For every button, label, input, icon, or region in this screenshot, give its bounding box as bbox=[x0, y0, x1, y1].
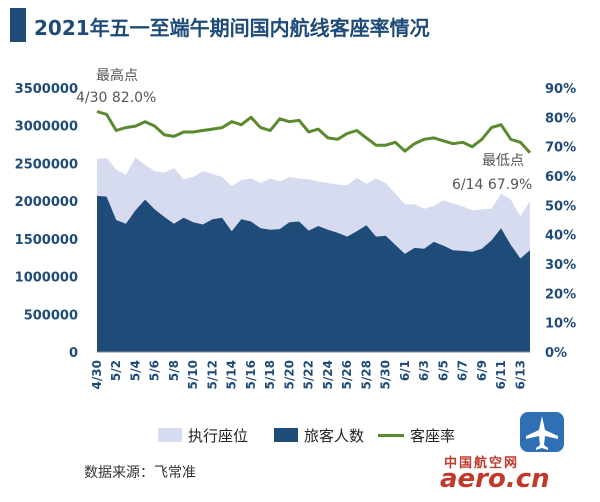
annotation-min-label: 最低点 bbox=[482, 153, 524, 169]
y-left-tick-label: 0 bbox=[69, 346, 78, 361]
x-tick-label: 5/24 bbox=[321, 360, 335, 389]
y-left-tick-label: 2000000 bbox=[15, 195, 78, 210]
y-right-tick-label: 0% bbox=[545, 346, 567, 361]
chart-title: 2021年五一至端午期间国内航线客座率情况 bbox=[34, 16, 430, 40]
annotation-min-value: 6/14 67.9% bbox=[452, 177, 532, 193]
y-left-tick-label: 2500000 bbox=[15, 157, 78, 172]
title-accent-bar bbox=[10, 8, 26, 42]
x-tick-label: 5/8 bbox=[167, 360, 181, 381]
y-left-tick-label: 3000000 bbox=[15, 120, 78, 135]
passengers-area bbox=[97, 195, 530, 352]
x-tick-label: 5/30 bbox=[379, 360, 393, 389]
y-right-tick-label: 80% bbox=[545, 111, 576, 126]
x-tick-label: 5/26 bbox=[340, 360, 354, 389]
y-right-tick-label: 70% bbox=[545, 141, 576, 156]
y-right-tick-label: 20% bbox=[545, 287, 576, 302]
y-right-tick-label: 10% bbox=[545, 317, 576, 332]
x-tick-label: 5/20 bbox=[282, 360, 296, 389]
x-tick-label: 5/14 bbox=[225, 360, 239, 389]
watermark-top-text: 中国航空网 bbox=[444, 456, 520, 471]
y-right-tick-label: 90% bbox=[545, 82, 576, 97]
y-right-tick-label: 50% bbox=[545, 199, 576, 214]
annotation-max-label: 最高点 bbox=[96, 67, 138, 84]
x-tick-label: 5/6 bbox=[148, 360, 162, 381]
load-factor-line bbox=[96, 110, 532, 154]
x-tick-label: 6/11 bbox=[494, 360, 508, 389]
source-note: 数据来源：飞常准 bbox=[84, 465, 196, 481]
x-tick-label: 6/5 bbox=[436, 360, 450, 381]
y-left-tick-label: 500000 bbox=[24, 308, 78, 323]
x-tick-label: 5/28 bbox=[359, 360, 373, 389]
watermark-logo: 中国航空网 aero.cn bbox=[440, 408, 590, 498]
x-tick-label: 5/16 bbox=[244, 360, 258, 389]
x-tick-label: 6/7 bbox=[456, 360, 470, 381]
y-right-tick-label: 40% bbox=[545, 229, 576, 244]
y-right-tick-label: 30% bbox=[545, 258, 576, 273]
x-tick-label: 5/22 bbox=[302, 360, 316, 389]
x-tick-label: 6/13 bbox=[513, 360, 527, 389]
x-tick-label: 6/1 bbox=[398, 360, 412, 381]
y-left-tick-label: 1500000 bbox=[15, 233, 78, 248]
x-tick-label: 4/30 bbox=[90, 360, 104, 389]
y-right-tick-label: 60% bbox=[545, 170, 576, 185]
x-tick-label: 5/10 bbox=[186, 360, 200, 389]
plane-logo-icon bbox=[520, 412, 564, 452]
y-left-tick-label: 3500000 bbox=[15, 82, 78, 97]
watermark-bottom-text: aero.cn bbox=[440, 464, 550, 494]
x-tick-label: 5/12 bbox=[205, 360, 219, 389]
x-tick-label: 5/4 bbox=[128, 360, 142, 381]
annotation-max-value: 4/30 82.0% bbox=[76, 90, 156, 106]
x-tick-label: 5/2 bbox=[109, 360, 123, 381]
y-left-tick-label: 1000000 bbox=[15, 271, 78, 286]
x-tick-label: 5/18 bbox=[263, 360, 277, 389]
x-tick-label: 6/9 bbox=[475, 360, 489, 381]
x-tick-label: 6/3 bbox=[417, 360, 431, 381]
